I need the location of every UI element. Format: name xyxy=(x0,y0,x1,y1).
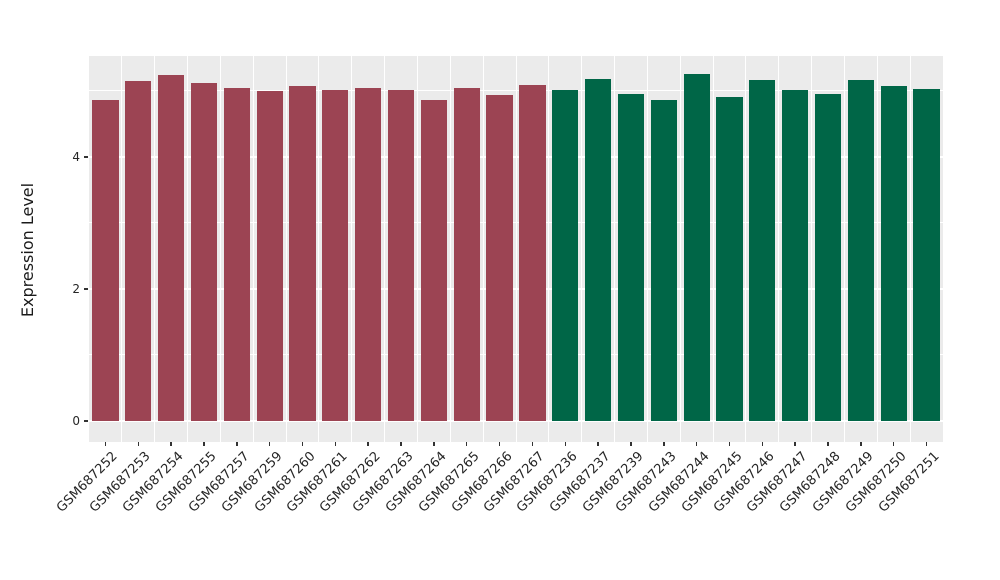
bar-GSM687251 xyxy=(913,88,940,421)
bar-GSM687264 xyxy=(420,100,447,421)
y-tick-mark xyxy=(84,288,88,290)
bar-GSM687263 xyxy=(387,89,415,421)
y-tick-label-4: 4 xyxy=(72,149,80,164)
bar-GSM687254 xyxy=(157,75,185,421)
x-tick-mark xyxy=(433,442,435,446)
x-tick-mark xyxy=(203,442,205,446)
gridline-minor-x15 xyxy=(581,56,583,442)
gridline-minor-x22 xyxy=(811,56,813,442)
gridline-minor-x13 xyxy=(515,56,517,442)
x-tick-mark xyxy=(663,442,665,446)
x-tick-mark xyxy=(268,442,271,446)
x-tick-mark xyxy=(137,442,140,446)
bar-GSM687248 xyxy=(814,93,842,421)
gridline-minor-x12 xyxy=(482,56,484,442)
x-tick-mark xyxy=(236,442,238,446)
bar-GSM687244 xyxy=(683,73,710,421)
y-tick-label-0: 0 xyxy=(72,413,80,428)
bar-GSM687246 xyxy=(749,79,776,421)
bar-GSM687267 xyxy=(519,85,546,421)
gridline-minor-x20 xyxy=(745,56,747,442)
bar-GSM687252 xyxy=(92,100,119,421)
x-tick-mark xyxy=(925,442,928,446)
bar-GSM687250 xyxy=(880,86,907,421)
gridline-minor-x24 xyxy=(876,56,878,442)
y-tick-mark xyxy=(84,156,88,158)
x-tick-mark xyxy=(301,442,304,446)
gridline-minor-x10 xyxy=(416,56,418,442)
bar-GSM687239 xyxy=(617,93,645,421)
bar-GSM687253 xyxy=(125,81,152,421)
x-tick-mark xyxy=(334,442,337,446)
x-tick-mark xyxy=(564,442,567,446)
bar-GSM687266 xyxy=(486,94,513,421)
gridline-minor-x17 xyxy=(646,56,648,442)
x-tick-mark xyxy=(761,442,764,446)
gridline-minor-x7 xyxy=(318,56,320,442)
bar-GSM687262 xyxy=(355,88,382,421)
gridline-minor-x21 xyxy=(778,56,780,442)
gridline-minor-x16 xyxy=(614,56,616,442)
y-axis-title: Expression Level xyxy=(18,182,37,318)
bar-GSM687261 xyxy=(322,90,349,421)
x-tick-mark xyxy=(170,442,172,446)
x-tick-mark xyxy=(695,442,698,446)
y-tick-label-2: 2 xyxy=(72,281,80,296)
y-tick-mark xyxy=(84,420,88,422)
x-tick-mark xyxy=(630,442,632,446)
gridline-minor-x2 xyxy=(154,56,156,442)
gridline-minor-x6 xyxy=(285,56,287,442)
x-tick-mark xyxy=(597,442,599,446)
x-tick-mark xyxy=(860,442,862,446)
x-tick-mark xyxy=(728,442,731,446)
bar-GSM687265 xyxy=(453,87,480,421)
bar-GSM687237 xyxy=(584,79,612,421)
gridline-minor-x1 xyxy=(121,56,123,442)
x-tick-mark xyxy=(104,442,107,446)
gridline-minor-x19 xyxy=(712,56,714,442)
x-tick-mark xyxy=(400,442,402,446)
gridline-minor-x11 xyxy=(449,56,451,442)
bar-GSM687260 xyxy=(289,86,316,421)
gridline-minor-x18 xyxy=(679,56,681,442)
x-tick-mark xyxy=(531,442,534,446)
x-tick-mark xyxy=(367,442,369,446)
gridline-minor-x9 xyxy=(384,56,386,442)
gridline-minor-x8 xyxy=(351,56,353,442)
bar-GSM687243 xyxy=(650,100,677,421)
bar-GSM687236 xyxy=(552,89,579,421)
gridline-minor-x4 xyxy=(219,56,221,442)
bar-GSM687255 xyxy=(190,83,218,421)
bar-GSM687249 xyxy=(847,80,874,421)
gridline-minor-x3 xyxy=(187,56,189,442)
bar-GSM687257 xyxy=(223,88,250,421)
gridline-minor-x23 xyxy=(843,56,845,442)
gridline-minor-x25 xyxy=(909,56,911,442)
gridline-minor-x5 xyxy=(252,56,254,442)
x-tick-mark xyxy=(498,442,501,446)
bar-GSM687247 xyxy=(782,90,809,421)
bar-GSM687245 xyxy=(716,96,743,421)
gridline-minor-x14 xyxy=(548,56,550,442)
x-tick-mark xyxy=(827,442,829,446)
x-tick-mark xyxy=(794,442,796,446)
bar-GSM687259 xyxy=(256,90,283,421)
x-tick-mark xyxy=(465,442,468,446)
x-tick-mark xyxy=(892,442,895,446)
